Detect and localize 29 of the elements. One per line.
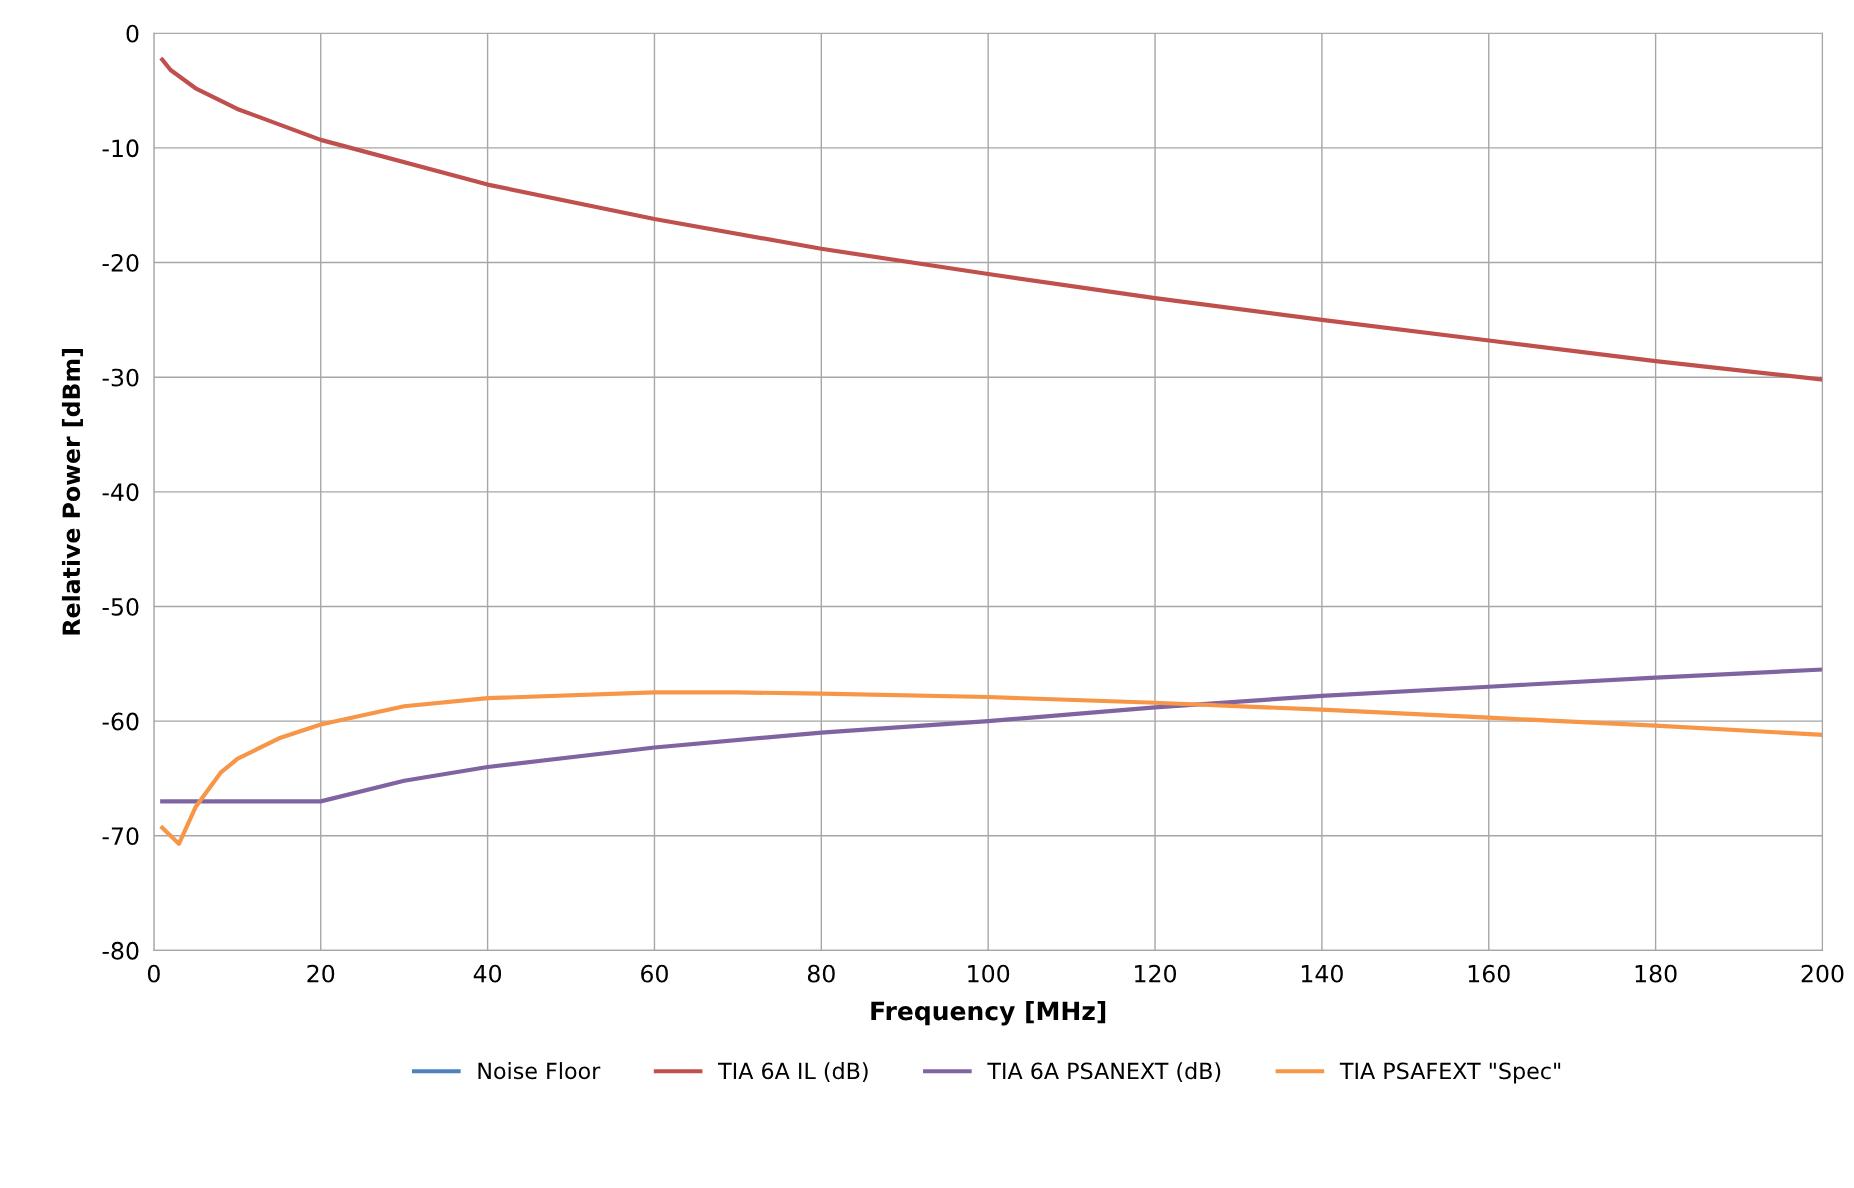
x-tick-label: 100 — [968, 964, 1010, 983]
y-tick-label: -60 — [102, 712, 139, 731]
x-tick-label: 180 — [1635, 964, 1677, 983]
line-series — [160, 57, 1823, 382]
x-tick-label: 200 — [1801, 964, 1844, 983]
legend-label: Noise Floor — [478, 1062, 601, 1080]
y-tick-label: -80 — [102, 941, 139, 960]
x-tick-label: 120 — [1135, 964, 1177, 983]
legend-label: TIA 6A PSANEXT (dB) — [987, 1062, 1221, 1082]
y-tick-label: -70 — [102, 827, 139, 846]
x-tick-label: 80 — [807, 964, 835, 983]
y-axis-title: Relative Power [dBm] — [61, 349, 83, 635]
y-tick-label: -10 — [102, 139, 139, 158]
y-tick-label: -40 — [102, 483, 139, 502]
x-tick-label: 160 — [1468, 964, 1510, 983]
x-tick-label: 20 — [307, 964, 335, 983]
line-series — [160, 690, 1823, 846]
x-tick-label: 140 — [1301, 964, 1343, 983]
x-tick-label: 40 — [473, 964, 502, 983]
x-axis-title: Frequency [MHz] — [871, 1001, 1106, 1026]
legend-label: TIA PSAFEXT "Spec" — [1339, 1062, 1561, 1084]
y-tick-label: -30 — [102, 368, 139, 387]
x-tick-label: 60 — [641, 964, 668, 983]
y-tick-label: -50 — [102, 597, 139, 616]
y-tick-label: -20 — [102, 253, 139, 272]
legend-label: TIA 6A IL (dB) — [718, 1062, 868, 1082]
x-tick-label: 0 — [147, 964, 160, 983]
y-tick-label: 0 — [126, 24, 139, 43]
line-series — [160, 667, 1823, 804]
